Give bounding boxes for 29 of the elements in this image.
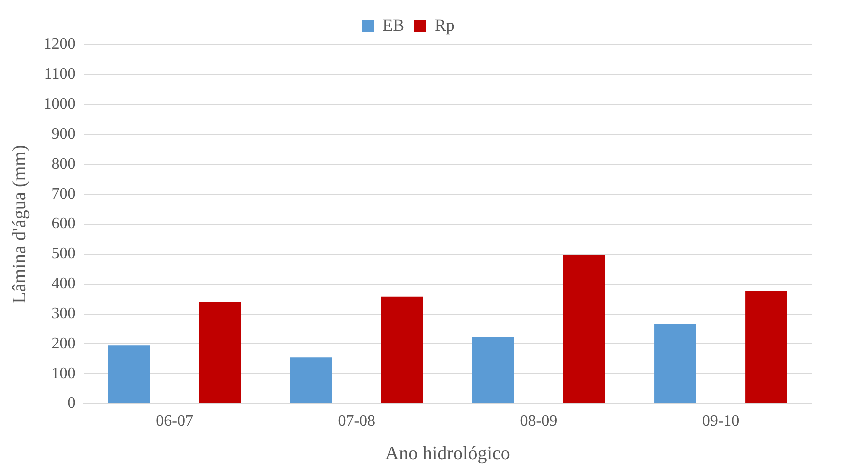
x-axis-title: Ano hidrológico — [385, 444, 510, 465]
y-tick-label: 1200 — [44, 36, 76, 54]
bar — [746, 291, 788, 404]
y-tick-label: 600 — [52, 216, 76, 233]
y-tick-label: 200 — [52, 335, 76, 352]
y-tick-label: 1100 — [44, 66, 76, 84]
y-tick-label: 900 — [52, 126, 76, 143]
x-tick-label: 09-10 — [702, 412, 740, 430]
bar — [108, 346, 150, 404]
bar — [654, 324, 696, 404]
bar — [290, 358, 332, 404]
x-tick-label: 06-07 — [156, 412, 194, 430]
legend-label: Rp — [434, 16, 455, 35]
y-tick-label: 500 — [52, 246, 76, 263]
y-tick-label: 1000 — [44, 96, 76, 114]
legend-label: EB — [382, 16, 404, 35]
x-tick-label: 07-08 — [338, 412, 376, 430]
y-tick-label: 800 — [52, 156, 76, 173]
y-tick-label: 300 — [52, 305, 76, 322]
y-tick-label: 700 — [52, 186, 76, 203]
x-tick-label: 08-09 — [520, 412, 558, 430]
y-tick-label: 400 — [52, 276, 76, 293]
bar — [564, 255, 606, 404]
y-tick-label: 0 — [68, 395, 76, 412]
y-axis-title: Lâmina d'água (mm) — [9, 145, 30, 304]
bar — [199, 302, 242, 404]
bar — [472, 337, 514, 404]
y-tick-label: 100 — [52, 365, 76, 382]
bar — [381, 296, 424, 404]
